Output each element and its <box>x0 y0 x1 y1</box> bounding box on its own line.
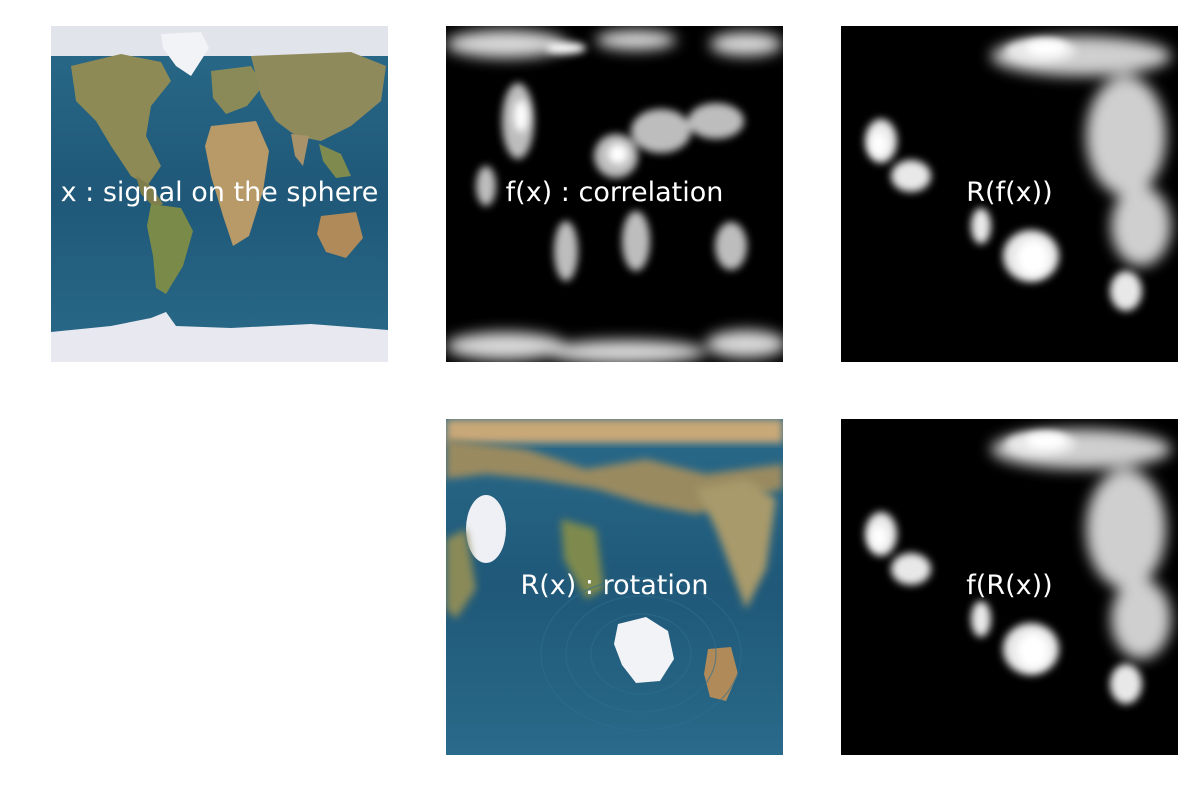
rotated-world-map-image <box>446 419 783 755</box>
panel-rotation: R(x) : rotation <box>446 419 783 755</box>
panel-rotated-correlation: R(f(x)) <box>841 26 1178 362</box>
panel-correlation: f(x) : correlation <box>446 26 783 362</box>
rotated-correlation-map-image <box>841 26 1178 362</box>
panel-signal-on-sphere: x : signal on the sphere <box>51 26 388 362</box>
world-map-image <box>51 26 388 362</box>
correlation-map-image <box>446 26 783 362</box>
panel-correlation-of-rotation: f(R(x)) <box>841 419 1178 755</box>
correlation-of-rotated-map-image <box>841 419 1178 755</box>
